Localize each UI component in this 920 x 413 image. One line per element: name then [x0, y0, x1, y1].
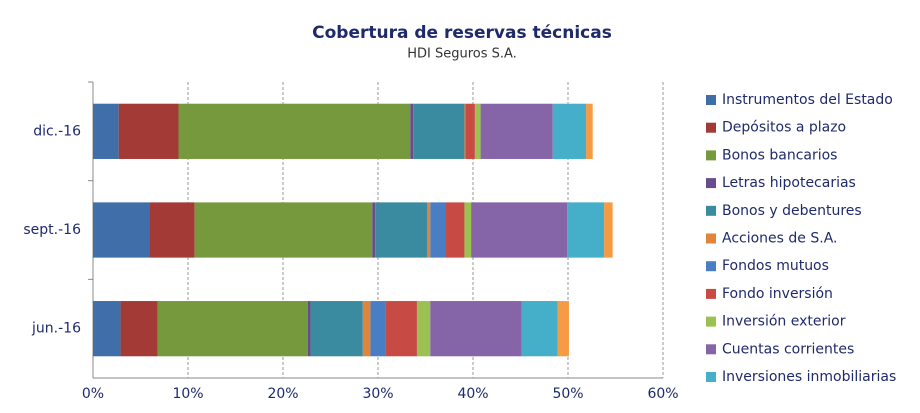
x-tick-label: 50%: [552, 386, 583, 402]
bar-segment: [362, 301, 371, 357]
bar-segment: [445, 202, 465, 258]
bar-segment: [430, 301, 522, 357]
bar-segment: [120, 301, 158, 357]
bar-segment: [471, 202, 568, 258]
x-tick-label: 40%: [457, 386, 488, 402]
y-tick-label: jun.-16: [31, 321, 81, 337]
bar-segment: [567, 202, 605, 258]
x-tick-label: 0%: [82, 386, 104, 402]
legend-swatch: [706, 205, 716, 216]
bar-segment: [370, 301, 386, 357]
legend-swatch: [706, 95, 716, 105]
bar-segment: [464, 202, 472, 258]
chart-title: Cobertura de reservas técnicas: [312, 23, 612, 43]
legend-label: Instrumentos del Estado: [722, 92, 893, 108]
legend-label: Letras hipotecarias: [722, 175, 856, 191]
legend-swatch: [706, 288, 716, 299]
bar-segment: [416, 301, 431, 357]
bar-segment: [604, 202, 613, 258]
bar-segment: [307, 301, 311, 357]
bar-segment: [385, 301, 417, 357]
chart-subtitle: HDI Seguros S.A.: [407, 47, 517, 62]
bar-segment: [310, 301, 363, 357]
legend-label: Inversión exterior: [722, 314, 846, 330]
legend-swatch: [706, 122, 716, 133]
bar-segment: [413, 103, 465, 159]
legend-label: Inversiones inmobiliarias: [722, 369, 896, 385]
bar-segment: [430, 202, 446, 258]
legend-swatch: [706, 344, 716, 355]
bar-segment: [93, 202, 150, 258]
x-tick-label: 30%: [362, 386, 393, 402]
bar-segment: [93, 103, 119, 159]
legend-label: Bonos bancarios: [722, 147, 837, 163]
bar-segment: [118, 103, 179, 159]
x-tick-label: 10%: [172, 386, 203, 402]
bar-segment: [557, 301, 569, 357]
legend-swatch: [706, 233, 716, 244]
bar-segment: [178, 103, 411, 159]
legend-swatch: [706, 150, 716, 161]
bar-segment: [427, 202, 431, 258]
legend-swatch: [706, 261, 716, 272]
legend-swatch: [706, 316, 716, 327]
y-tick-label: sept.-16: [23, 222, 81, 238]
bar-segment: [474, 103, 481, 159]
legend-label: Bonos y debentures: [722, 203, 862, 219]
bar-segment: [410, 103, 414, 159]
bar-segment: [465, 103, 475, 159]
x-tick-label: 60%: [647, 386, 678, 402]
legend-swatch: [706, 178, 716, 189]
legend-label: Depósitos a plazo: [722, 120, 846, 136]
legend-label: Fondo inversión: [722, 286, 833, 302]
legend-label: Acciones de S.A.: [722, 231, 837, 247]
legend-label: Cuentas corrientes: [722, 341, 854, 357]
bar-segment: [372, 202, 376, 258]
legend-label: Fondos mutuos: [722, 258, 829, 274]
bar-segment: [93, 301, 121, 357]
bar-segment: [464, 103, 466, 159]
legend-swatch: [706, 372, 716, 382]
bar-segment: [194, 202, 373, 258]
y-tick-label: dic.-16: [33, 123, 81, 139]
bar-segment: [552, 103, 587, 159]
x-tick-label: 20%: [267, 386, 298, 402]
bar-segment: [586, 103, 593, 159]
bar-segment: [157, 301, 308, 357]
bar-segment: [521, 301, 558, 357]
bar-segment: [375, 202, 428, 258]
bar-segment: [150, 202, 195, 258]
bar-segment: [480, 103, 553, 159]
